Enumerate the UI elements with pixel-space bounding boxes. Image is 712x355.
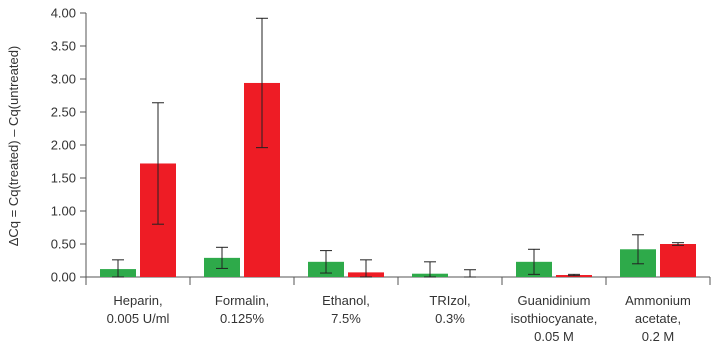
x-category-label: Ethanol, 7.5% bbox=[322, 293, 370, 326]
y-tick-label: 1.50 bbox=[51, 171, 76, 186]
bar bbox=[660, 244, 696, 277]
x-category-label: Formalin, 0.125% bbox=[215, 293, 269, 326]
x-category-label: Guanidinium isothiocyanate, 0.05 M bbox=[511, 293, 598, 344]
x-axis: Heparin, 0.005 U/ml Formalin, 0.125% Ethanol… bbox=[85, 276, 711, 344]
y-axis: 0.00 0.50 1.00 1.50 2.00 2.50 3.00 3.50 4.00 bbox=[51, 6, 87, 285]
y-tick-label: 0.00 bbox=[51, 270, 76, 285]
x-category-label: TRIzol, 0.3% bbox=[429, 293, 470, 326]
y-tick-label: 3.00 bbox=[51, 72, 76, 87]
y-tick-label: 0.50 bbox=[51, 237, 76, 252]
x-category-label: Ammonium acetate, 0.2 M bbox=[625, 293, 691, 344]
x-category-label: Heparin, 0.005 U/ml bbox=[107, 293, 170, 326]
y-tick-label: 2.50 bbox=[51, 105, 76, 120]
y-tick-label: 3.50 bbox=[51, 39, 76, 54]
bars bbox=[100, 82, 696, 278]
y-tick-label: 2.00 bbox=[51, 138, 76, 153]
y-axis-title: ΔCq = Cq(treated) – Cq(untreated) bbox=[6, 46, 21, 247]
y-tick-label: 1.00 bbox=[51, 204, 76, 219]
error-bars bbox=[112, 17, 684, 278]
y-tick-label: 4.00 bbox=[51, 6, 76, 21]
